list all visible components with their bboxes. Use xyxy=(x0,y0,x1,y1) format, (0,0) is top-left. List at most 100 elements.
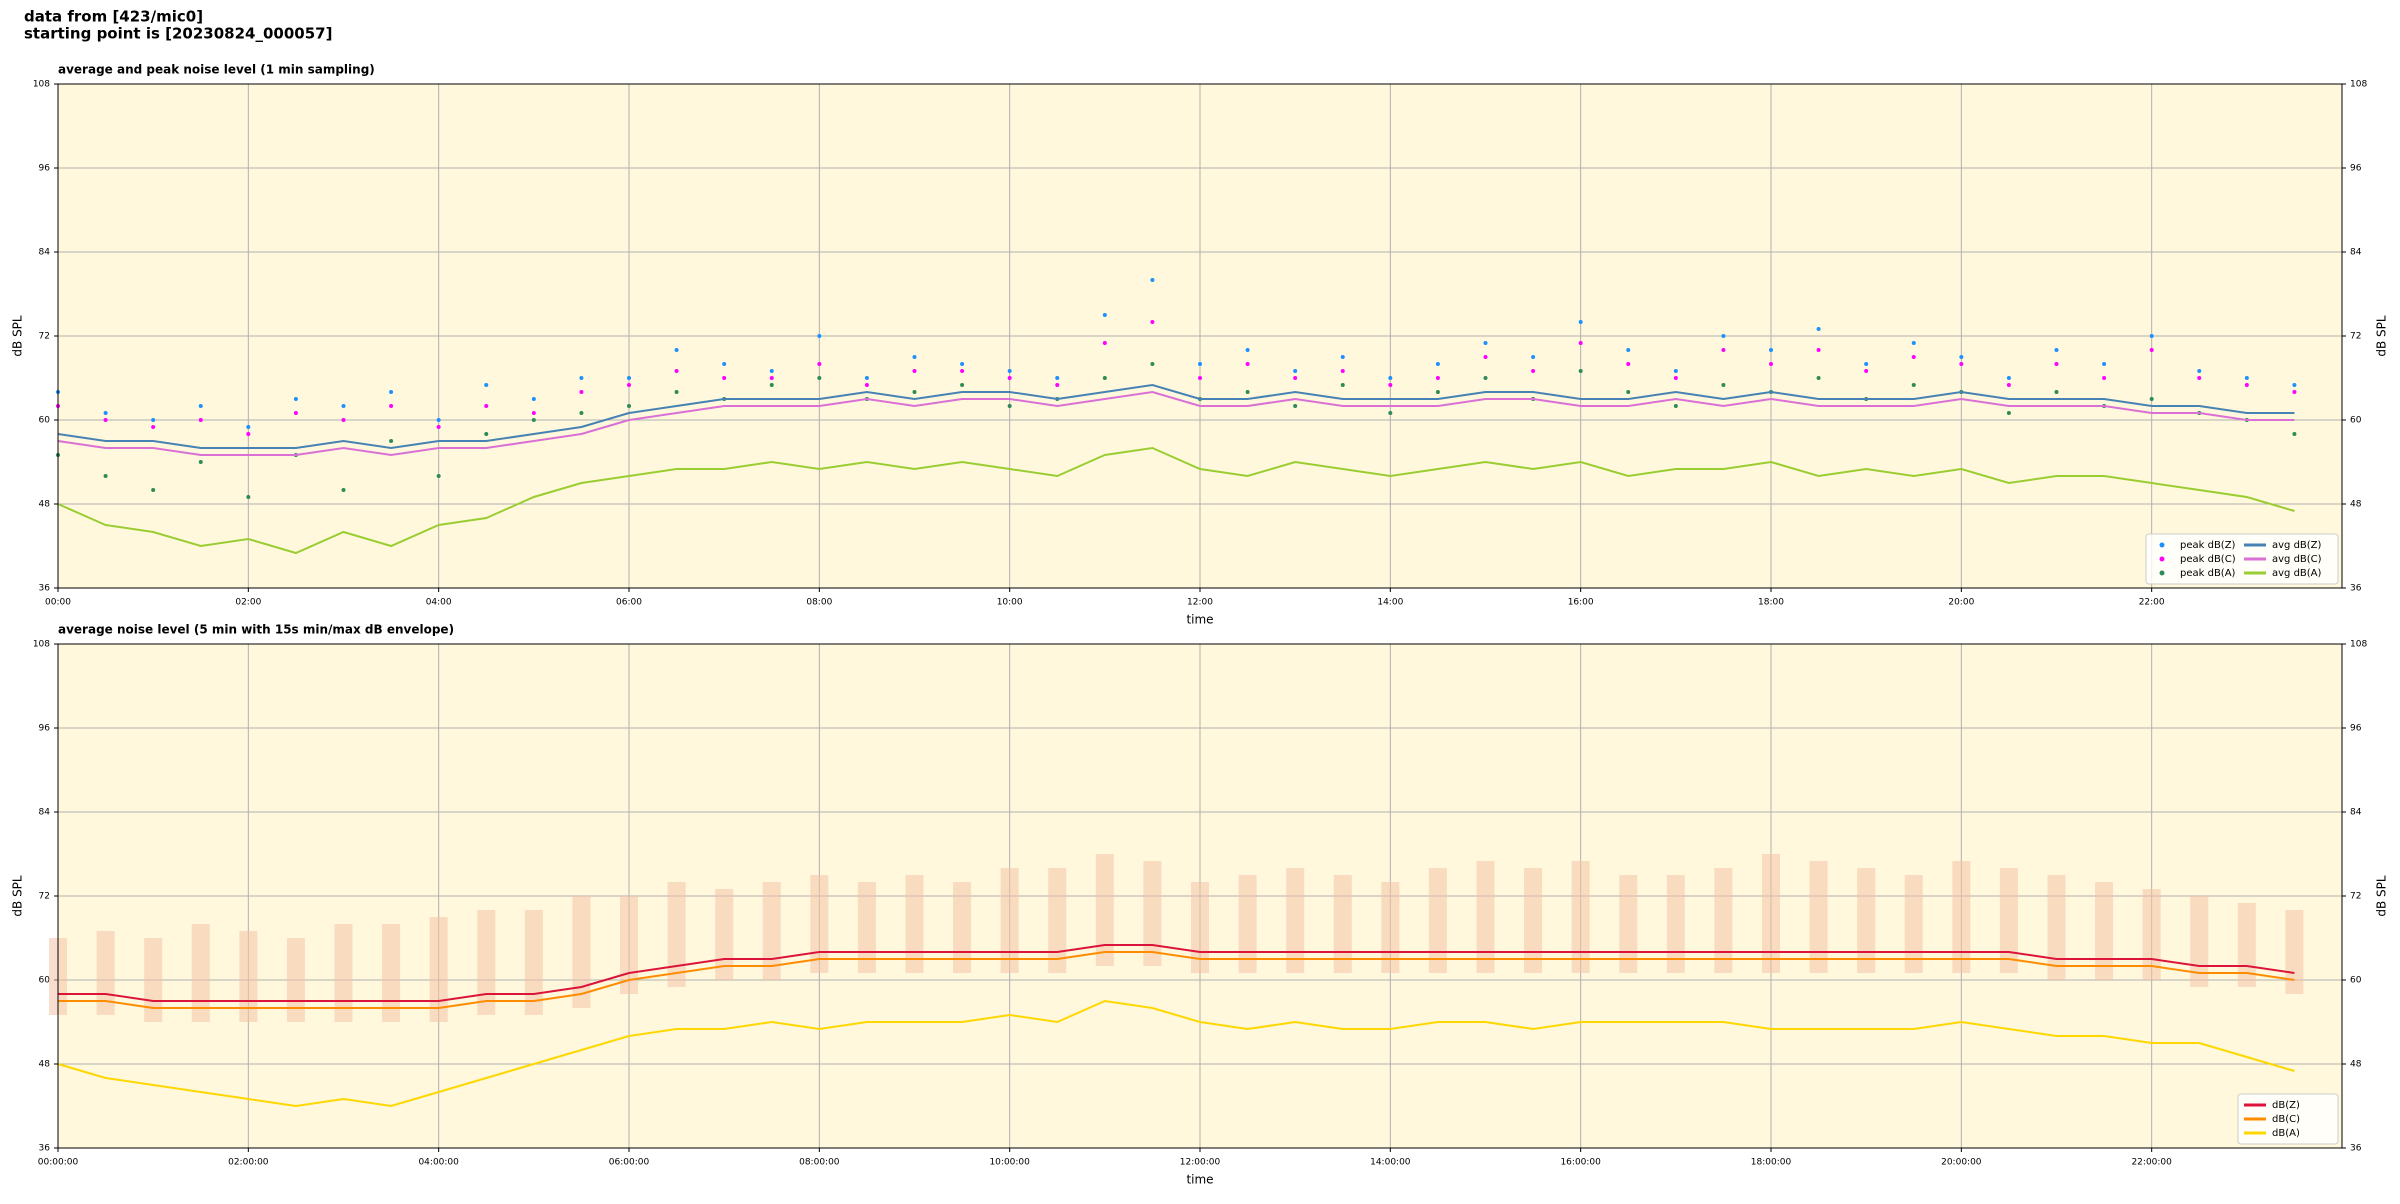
legend-label: dB(Z) xyxy=(2272,1100,2300,1111)
peak-point xyxy=(151,425,156,429)
peak-point xyxy=(151,418,156,422)
peak-point xyxy=(1245,390,1250,394)
peak-point xyxy=(341,404,346,408)
series-line xyxy=(57,446,2295,555)
series-line xyxy=(57,999,2295,1108)
peak-point xyxy=(2054,362,2059,366)
peak-point xyxy=(1673,376,1678,380)
peak-point xyxy=(674,390,679,394)
peak-point xyxy=(1911,383,1916,387)
series-line xyxy=(57,390,2295,457)
peak-point xyxy=(1721,334,1726,338)
x-tick-label: 22:00 xyxy=(2139,598,2165,608)
peak-point xyxy=(246,432,251,436)
y-tick-label-right: 108 xyxy=(2350,80,2367,90)
peak-point xyxy=(1959,355,1964,359)
x-tick-label: 20:00 xyxy=(1948,598,1974,608)
x-tick-label: 10:00 xyxy=(997,598,1023,608)
peak-point xyxy=(1959,362,1964,366)
peak-point xyxy=(389,390,394,394)
y-tick-label-right: 48 xyxy=(2350,1060,2362,1070)
x-tick-label: 20:00:00 xyxy=(1941,1158,1982,1168)
peak-point xyxy=(2197,376,2202,380)
peak-point xyxy=(1435,362,1440,366)
x-tick-label: 08:00:00 xyxy=(799,1158,840,1168)
legend-label: peak dB(A) xyxy=(2180,568,2236,579)
peak-point xyxy=(2006,411,2011,415)
peak-point xyxy=(1483,355,1488,359)
peak-point xyxy=(1721,348,1726,352)
x-tick-label: 12:00 xyxy=(1187,598,1213,608)
peak-point xyxy=(674,348,679,352)
x-tick-label: 04:00 xyxy=(426,598,452,608)
x-tick-label: 04:00:00 xyxy=(418,1158,459,1168)
peak-point xyxy=(1769,348,1773,352)
peak-point xyxy=(1293,376,1298,380)
peak-point xyxy=(531,418,536,422)
y-tick-label: 84 xyxy=(39,248,51,258)
peak-point xyxy=(1531,355,1536,359)
y-tick-label: 60 xyxy=(39,416,51,426)
peak-point xyxy=(817,362,822,366)
peak-point xyxy=(1055,383,1060,387)
peak-point xyxy=(246,495,251,499)
x-tick-label: 08:00 xyxy=(806,598,832,608)
peak-point xyxy=(960,362,965,366)
peak-point xyxy=(2197,369,2202,373)
peak-point xyxy=(579,411,584,415)
peak-point xyxy=(1293,369,1298,373)
peak-point xyxy=(531,411,536,415)
peak-point xyxy=(2292,390,2297,394)
series-line xyxy=(57,383,2295,450)
peak-point xyxy=(1578,341,1583,345)
peak-point xyxy=(2244,383,2249,387)
peak-point xyxy=(341,488,346,492)
peak-point xyxy=(1245,362,1250,366)
peak-point xyxy=(1578,320,1583,324)
peak-point xyxy=(722,376,727,380)
peak-point xyxy=(1007,369,1012,373)
peak-point xyxy=(627,404,631,408)
y-tick-label: 108 xyxy=(33,80,50,90)
legend: dB(Z) dB(C) dB(A) xyxy=(2237,1093,2339,1145)
legend-label: peak dB(C) xyxy=(2180,554,2236,565)
peak-point xyxy=(1816,376,1821,380)
peak-point xyxy=(627,376,631,380)
peak-point xyxy=(1483,376,1488,380)
peak-point xyxy=(2006,376,2011,380)
peak-point xyxy=(769,376,774,380)
peak-point xyxy=(1911,355,1916,359)
y-tick-label: 36 xyxy=(39,1144,51,1154)
peak-point xyxy=(198,418,203,422)
y-axis-label: dB SPL xyxy=(11,315,25,357)
peak-point xyxy=(722,362,727,366)
peak-point xyxy=(864,376,869,380)
peak-point xyxy=(674,369,679,373)
peak-point xyxy=(436,474,441,478)
peak-point xyxy=(769,383,774,387)
peak-point xyxy=(817,376,822,380)
peak-point xyxy=(2149,334,2154,338)
peak-point xyxy=(2054,348,2059,352)
peak-point xyxy=(1435,390,1440,394)
x-tick-label: 00:00:00 xyxy=(38,1158,79,1168)
x-tick-label: 12:00:00 xyxy=(1180,1158,1221,1168)
y-tick-label-right: 36 xyxy=(2350,1144,2362,1154)
y-tick-label: 72 xyxy=(39,332,50,342)
peak-point xyxy=(579,390,584,394)
peak-point xyxy=(1626,362,1631,366)
y-tick-label-right: 72 xyxy=(2350,332,2361,342)
peak-point xyxy=(912,369,917,373)
peak-point xyxy=(2149,397,2154,401)
peak-point xyxy=(531,397,536,401)
y-tick-label: 36 xyxy=(39,584,51,594)
peak-point xyxy=(1007,404,1012,408)
y-tick-label: 60 xyxy=(39,976,51,986)
legend-marker xyxy=(2159,556,2165,562)
legend-label: peak dB(Z) xyxy=(2180,540,2236,551)
peak-point xyxy=(198,404,203,408)
series-line xyxy=(58,944,2295,1002)
legend-label: dB(C) xyxy=(2272,1114,2300,1125)
